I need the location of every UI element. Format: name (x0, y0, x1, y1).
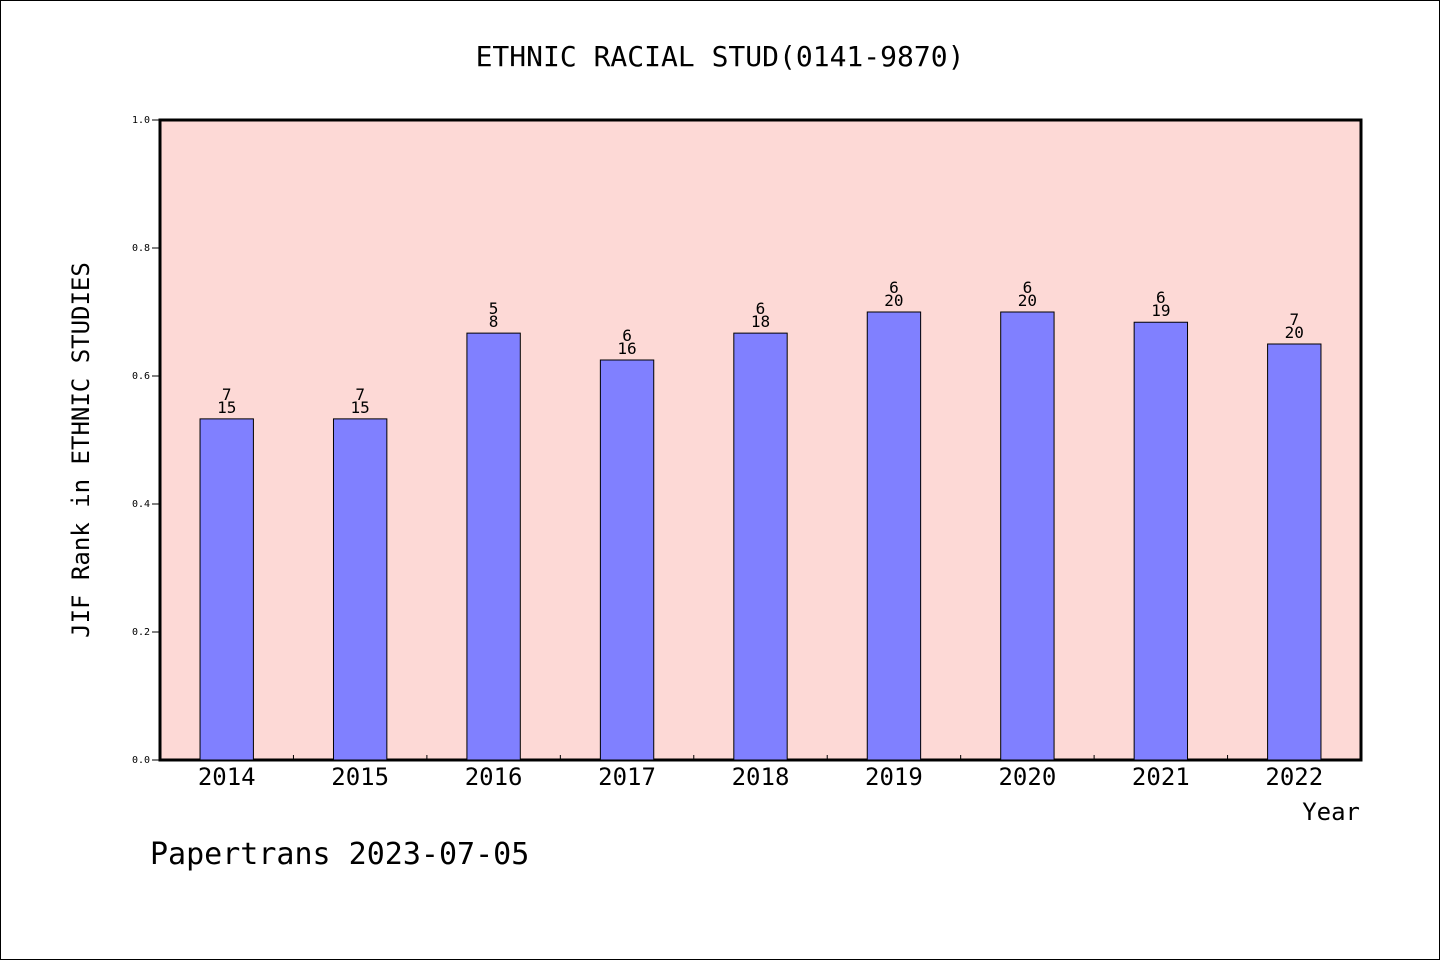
x-axis-title: Year (1302, 798, 1360, 826)
y-tick-label: 0.4 (132, 499, 150, 510)
x-tick-label: 2017 (598, 763, 656, 791)
y-axis: 0.0 0.2 0.4 0.6 0.8 1.0 (132, 115, 160, 766)
bar-rank-label: 6 (889, 278, 899, 297)
x-tick-label: 2015 (331, 763, 389, 791)
bars (199, 311, 1322, 761)
x-tick-label: 2022 (1265, 763, 1323, 791)
x-tick-label: 2021 (1132, 763, 1190, 791)
bar-2017 (599, 359, 655, 761)
y-tick-label: 0.0 (132, 755, 150, 766)
x-tick-label: 2020 (998, 763, 1056, 791)
y-axis-title: JIF Rank in ETHNIC STUDIES (67, 262, 95, 638)
y-tick-label: 0.6 (132, 371, 150, 382)
bar-2019 (866, 311, 922, 761)
bar-2015 (332, 418, 388, 761)
bar-2018 (733, 332, 788, 761)
bar-2022 (1267, 343, 1322, 761)
bar-total-label: 16 (617, 339, 636, 358)
bar-rank-label: 6 (1156, 288, 1166, 307)
x-axis: 2014 2015 2016 2017 2018 2019 2020 2021 2022 (198, 755, 1323, 791)
bar-rank-label: 6 (622, 326, 632, 345)
bar-rank-label: 6 (1023, 278, 1033, 297)
bar-2014 (199, 418, 254, 761)
bar-2020 (1000, 311, 1055, 761)
x-tick-label: 2018 (732, 763, 790, 791)
x-tick-label: 2014 (198, 763, 256, 791)
bar-total-label: 15 (217, 398, 236, 417)
bar-rank-label: 7 (355, 385, 365, 404)
bar-2016 (466, 332, 521, 761)
bar-total-label: 18 (751, 312, 770, 331)
bar-total-label: 20 (1018, 291, 1037, 310)
bar-2021 (1133, 321, 1189, 761)
y-tick-label: 0.8 (132, 243, 150, 254)
y-tick-label: 0.2 (132, 627, 150, 638)
x-tick-label: 2016 (465, 763, 523, 791)
bar-total-label: 20 (1285, 323, 1304, 342)
bar-rank-label: 6 (756, 299, 766, 318)
bar-rank-label: 7 (1289, 310, 1299, 329)
footer-text: Papertrans 2023-07-05 (150, 837, 529, 872)
bar-total-label: 20 (884, 291, 903, 310)
bar-rank-label: 5 (489, 299, 499, 318)
bar-rank-label: 7 (222, 385, 232, 404)
bar-total-label: 15 (351, 398, 370, 417)
bar-total-label: 8 (489, 312, 499, 331)
chart-title: ETHNIC RACIAL STUD(0141-9870) (476, 40, 965, 73)
y-tick-label: 1.0 (132, 115, 150, 126)
bar-total-label: 19 (1151, 301, 1170, 320)
x-tick-label: 2019 (865, 763, 923, 791)
